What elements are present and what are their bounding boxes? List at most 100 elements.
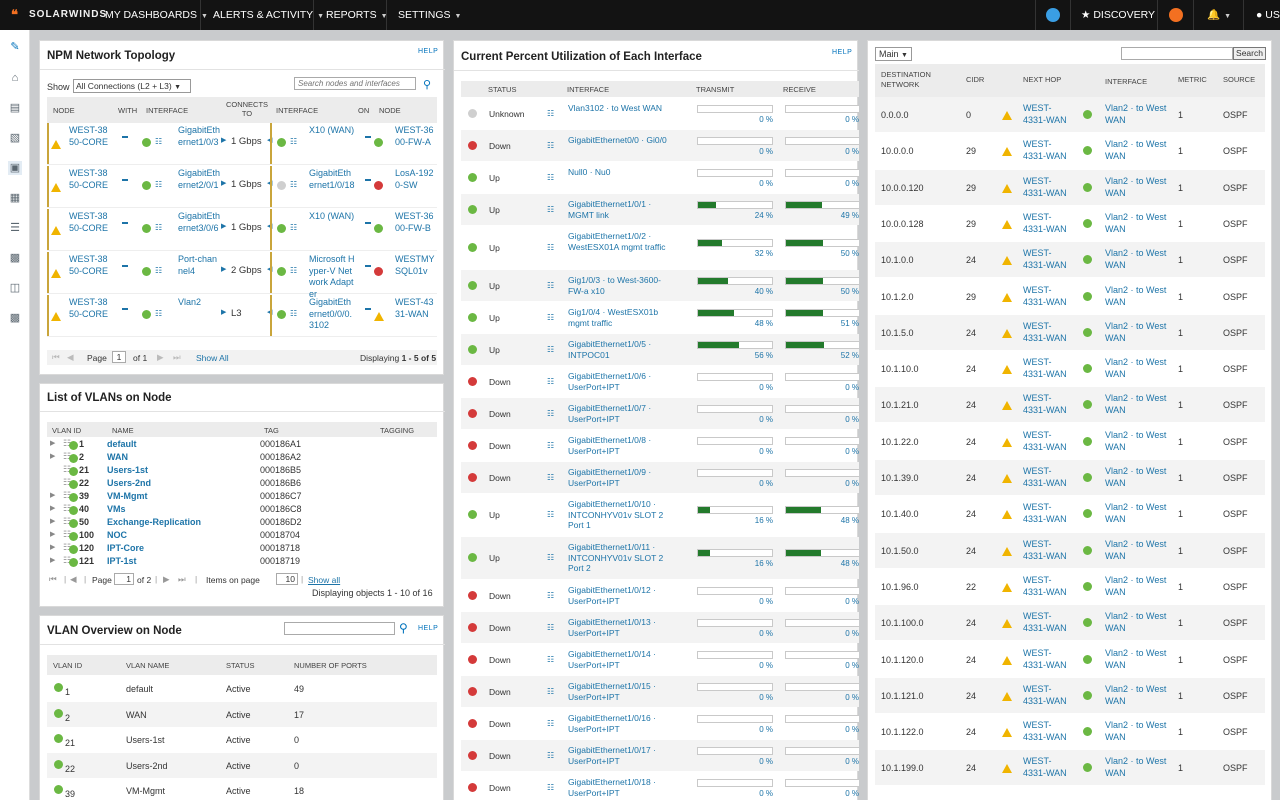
- remote-interface-link[interactable]: GigabitEthernet1/0/18: [309, 168, 355, 190]
- route-row[interactable]: 10.1.22.0 24 WEST-4331-WAN Vlan2 · to West …: [875, 424, 1265, 459]
- next-hop-link[interactable]: WEST-4331-WAN: [1023, 139, 1067, 162]
- interface-link[interactable]: Vlan2: [178, 297, 202, 307]
- interface-link[interactable]: GigabitEthernet1/0/16 · UserPort+IPT: [568, 713, 656, 734]
- next-hop-link[interactable]: WEST-4331-WAN: [1023, 103, 1067, 125]
- topology-row[interactable]: WEST-3850-CORE ☷ Vlan2 ▶ L3 ◀ ☷ GigabitEthernet…: [47, 295, 437, 337]
- topology-row[interactable]: WEST-3850-CORE ☷ GigabitEthernet3/0/6 ▶ 1 Gb…: [47, 209, 437, 251]
- table-icon[interactable]: ▦: [9, 192, 21, 204]
- interface-link[interactable]: GigabitEthernet1/0/17 · UserPort+IPT: [568, 745, 656, 766]
- remote-node-link[interactable]: WEST-3600-FW-B: [395, 211, 434, 233]
- expand-icon[interactable]: ▶: [50, 453, 56, 460]
- interface-row[interactable]: Down ☷ GigabitEthernet1/0/7 · UserPort+IPT…: [461, 398, 859, 429]
- route-row[interactable]: 10.0.0.128 29 WEST-4331-WAN Vlan2 · to West…: [875, 206, 1265, 241]
- route-interface-link[interactable]: Vlan2 · to West WAN: [1105, 756, 1167, 779]
- bell-icon[interactable]: 🔔 ▼: [1207, 9, 1232, 21]
- vlan-name-link[interactable]: IPT-1st: [107, 556, 137, 566]
- vlan-row[interactable]: ▶ ☷ 1 default 000186A1: [47, 438, 437, 451]
- menu-my-dashboards[interactable]: MY DASHBOARDS ▼: [105, 9, 208, 21]
- connection-filter-select[interactable]: All Connections (L2 + L3) ▼: [73, 79, 191, 93]
- vlan-row[interactable]: ▶ ☷ 2 WAN 000186A2: [47, 451, 437, 464]
- solarwinds-logo[interactable]: ❝ SOLARWINDS: [11, 6, 108, 22]
- route-row[interactable]: 10.1.100.0 24 WEST-4331-WAN Vlan2 · to West…: [875, 605, 1265, 641]
- vlan-overview-row[interactable]: 1 default Active 49: [47, 676, 437, 701]
- interface-link[interactable]: Vlan3102 · to West WAN: [568, 103, 663, 113]
- list-icon[interactable]: ☰: [10, 222, 20, 234]
- route-row[interactable]: 10.1.2.0 29 WEST-4331-WAN Vlan2 · to West W…: [875, 279, 1265, 314]
- next-hop-link[interactable]: WEST-4331-WAN: [1023, 647, 1067, 670]
- remote-node-link[interactable]: WEST-4331-WAN: [395, 297, 434, 319]
- interface-row[interactable]: Up ☷ GigabitEthernet1/0/10 · INTCONHYV01v …: [461, 494, 859, 536]
- interface-row[interactable]: Down ☷ GigabitEthernet1/0/15 · UserPort+IP…: [461, 676, 859, 707]
- next-hop-link[interactable]: WEST-4331-WAN: [1023, 320, 1067, 343]
- interface-link[interactable]: GigabitEthernet1/0/7 · UserPort+IPT: [568, 403, 652, 424]
- route-row[interactable]: 10.1.21.0 24 WEST-4331-WAN Vlan2 · to West …: [875, 387, 1265, 423]
- report-icon[interactable]: ▩: [9, 312, 21, 324]
- monitor-icon[interactable]: ▣: [8, 161, 22, 175]
- menu-settings[interactable]: SETTINGS ▼: [398, 9, 462, 21]
- route-row[interactable]: 10.1.0.0 24 WEST-4331-WAN Vlan2 · to West W…: [875, 242, 1265, 278]
- interface-link[interactable]: GigabitEthernet1/0/18 · UserPort+IPT: [568, 777, 656, 798]
- interface-link[interactable]: GigabitEthernet1/0/5 · INTPOC01: [568, 339, 652, 360]
- vlan-row[interactable]: ▶ ☷ 40 VMs 000186C8: [47, 503, 437, 516]
- next-hop-link[interactable]: WEST-4331-WAN: [1023, 502, 1067, 525]
- interface-row[interactable]: Up ☷ Null0 · Nu0 0 % 0 %: [461, 162, 859, 193]
- vlan-row[interactable]: ▶ ☷ 121 IPT-1st 00018719: [47, 555, 437, 568]
- interface-link[interactable]: GigabitEthernet1/0/14 · UserPort+IPT: [568, 649, 656, 670]
- node-link[interactable]: WEST-3850-CORE: [69, 125, 109, 147]
- route-search-input[interactable]: [1121, 47, 1233, 60]
- route-row[interactable]: 10.1.121.0 24 WEST-4331-WAN Vlan2 · to West…: [875, 677, 1265, 713]
- route-row[interactable]: 10.1.39.0 24 WEST-4331-WAN Vlan2 · to West …: [875, 460, 1265, 495]
- remote-node-link[interactable]: WESTMYSQL01v: [395, 254, 435, 276]
- interface-link[interactable]: Gig1/0/4 · WestESX01b mgmt traffic: [568, 307, 659, 328]
- remote-node-link[interactable]: LosA-1920-SW: [395, 168, 434, 190]
- vlan-row[interactable]: ▶ ☷ 100 NOC 00018704: [47, 529, 437, 542]
- page-input[interactable]: 1: [112, 351, 126, 363]
- next-hop-link[interactable]: WEST-4331-WAN: [1023, 683, 1067, 706]
- network-icon[interactable]: ▧: [9, 132, 21, 144]
- interface-row[interactable]: Down ☷ GigabitEthernet1/0/16 · UserPort+IP…: [461, 708, 859, 739]
- vlan-name-link[interactable]: IPT-Core: [107, 543, 145, 553]
- next-hop-link[interactable]: WEST-4331-WAN: [1023, 720, 1067, 743]
- next-hop-link[interactable]: WEST-4331-WAN: [1023, 357, 1067, 380]
- route-row[interactable]: 10.1.96.0 22 WEST-4331-WAN Vlan2 · to West …: [875, 569, 1265, 604]
- menu-alerts-activity[interactable]: ALERTS & ACTIVITY ▼: [213, 9, 325, 21]
- vlan-name-link[interactable]: Users-1st: [107, 465, 149, 475]
- remote-interface-link[interactable]: X10 (WAN): [309, 125, 355, 135]
- node-link[interactable]: WEST-3850-CORE: [69, 297, 109, 319]
- vlan-row[interactable]: ☷ 22 Users-2nd 000186B6: [47, 477, 437, 490]
- next-hop-link[interactable]: WEST-4331-WAN: [1023, 538, 1067, 561]
- vlan-row[interactable]: ☷ 21 Users-1st 000186B5: [47, 464, 437, 477]
- discovery-button[interactable]: ★ DISCOVERY: [1081, 9, 1156, 21]
- server-icon[interactable]: ▩: [9, 252, 21, 264]
- expand-icon[interactable]: ▶: [50, 557, 56, 564]
- thwack-icon[interactable]: [1046, 8, 1060, 22]
- vlan-name-link[interactable]: VMs: [107, 504, 126, 514]
- next-hop-link[interactable]: WEST-4331-WAN: [1023, 574, 1067, 597]
- route-interface-link[interactable]: Vlan2 · to West WAN: [1105, 320, 1167, 343]
- route-interface-link[interactable]: Vlan2 · to West WAN: [1105, 502, 1167, 525]
- search-icon[interactable]: ⚲: [423, 79, 432, 91]
- interface-link[interactable]: GigabitEthernet0/0 · Gi0/0: [568, 135, 667, 145]
- interface-link[interactable]: GigabitEthernet1/0/12 · UserPort+IPT: [568, 585, 656, 606]
- route-row[interactable]: 10.1.5.0 24 WEST-4331-WAN Vlan2 · to West W…: [875, 314, 1265, 350]
- interface-link[interactable]: GigabitEthernet2/0/1: [178, 168, 221, 190]
- first-page-icon[interactable]: ⏮: [52, 352, 60, 362]
- interface-link[interactable]: GigabitEthernet1/0/15 · UserPort+IPT: [568, 681, 656, 702]
- route-interface-link[interactable]: Vlan2 · to West WAN: [1105, 466, 1167, 488]
- remote-interface-link[interactable]: X10 (WAN): [309, 211, 355, 221]
- interface-row[interactable]: Up ☷ GigabitEthernet1/0/5 · INTPOC01 56 % 52…: [461, 334, 859, 365]
- remote-interface-link[interactable]: Microsoft Hyper-V Network Adapter: [309, 254, 355, 299]
- remote-interface-link[interactable]: GigabitEthernet0/0/0.3102: [309, 297, 353, 330]
- topology-row[interactable]: WEST-3850-CORE ☷ GigabitEthernet1/0/3 ▶ 1 Gb…: [47, 123, 437, 165]
- interface-link[interactable]: GigabitEthernet1/0/10 · INTCONHYV01v SLO…: [568, 499, 664, 530]
- route-interface-link[interactable]: Vlan2 · to West WAN: [1105, 393, 1167, 416]
- last-page-icon[interactable]: ⏭: [173, 352, 181, 362]
- interface-row[interactable]: Down ☷ GigabitEthernet1/0/14 · UserPort+IP…: [461, 644, 859, 675]
- vlan-row[interactable]: ▶ ☷ 39 VM-Mgmt 000186C7: [47, 490, 437, 503]
- help-link[interactable]: HELP: [418, 48, 439, 55]
- route-row[interactable]: 10.1.120.0 24 WEST-4331-WAN Vlan2 · to West…: [875, 642, 1265, 677]
- route-row[interactable]: 10.1.50.0 24 WEST-4331-WAN Vlan2 · to West …: [875, 532, 1265, 568]
- vlan-name-link[interactable]: VM-Mgmt: [107, 491, 148, 501]
- expand-icon[interactable]: ▶: [50, 518, 56, 525]
- search-nodes-input[interactable]: [294, 77, 416, 90]
